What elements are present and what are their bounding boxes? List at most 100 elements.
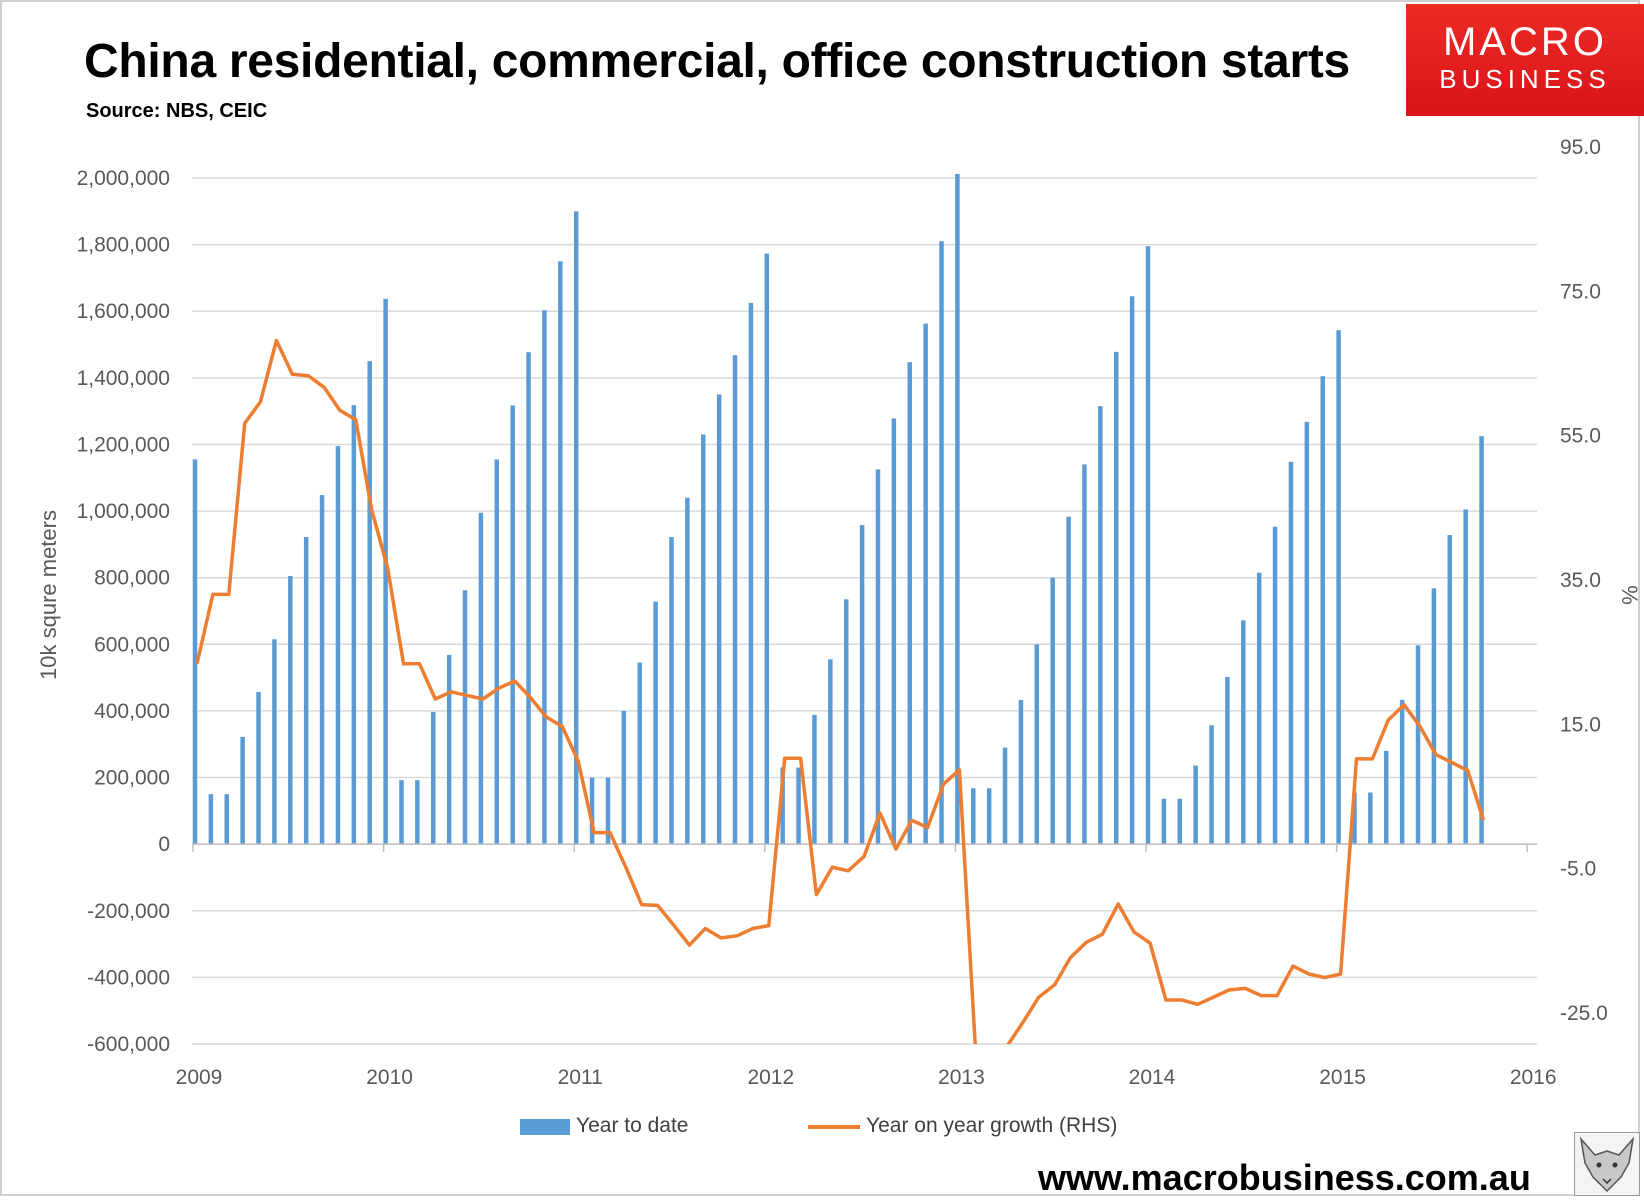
bar (335, 446, 341, 845)
bar (383, 298, 388, 845)
gridlines (192, 177, 1537, 1045)
x-tick-label: 2016 (1510, 1066, 1557, 1089)
bar (1225, 676, 1230, 845)
bar (1034, 644, 1040, 845)
bar (208, 794, 214, 845)
y-tick-label: -600,000 (87, 1033, 170, 1056)
bar (923, 323, 928, 845)
bar (986, 788, 992, 845)
bar (1209, 725, 1214, 845)
bar (1479, 436, 1484, 845)
bar (1193, 765, 1198, 845)
bar (288, 576, 293, 845)
y2-tick-label: 15.0 (1560, 713, 1601, 736)
bar (1272, 526, 1278, 845)
bars-series (192, 174, 1484, 845)
y-tick-label: 1,200,000 (77, 433, 170, 456)
bar (367, 361, 372, 845)
y-tick-label: 1,000,000 (77, 500, 170, 523)
bar (351, 405, 357, 845)
bar (192, 459, 198, 845)
bar (1050, 577, 1055, 845)
y-tick-label: 600,000 (94, 633, 170, 656)
bar (1098, 406, 1103, 845)
bar (1018, 699, 1024, 845)
bar (1431, 588, 1437, 845)
y2-tick-label: -5.0 (1560, 858, 1596, 881)
y2-tick-label: 35.0 (1560, 569, 1601, 592)
combo-chart: 2,000,000 1,800,000 1,600,000 1,400,000 1,20… (36, 136, 1642, 1089)
bar (1447, 535, 1453, 845)
x-tick-label: 2010 (366, 1066, 413, 1089)
legend-line-swatch (808, 1125, 860, 1129)
legend-bar-swatch (520, 1119, 570, 1135)
bar (1399, 699, 1405, 845)
bar (875, 469, 881, 845)
bar (1177, 798, 1183, 845)
bar (637, 662, 642, 845)
bar (272, 639, 277, 845)
bar (812, 714, 817, 845)
y-axis-label: 10k squre meters (36, 510, 61, 680)
bar (1463, 509, 1468, 845)
x-tick-label: 2011 (558, 1066, 603, 1089)
bar (1113, 351, 1119, 845)
y2-tick-label: -25.0 (1560, 1002, 1608, 1025)
bar (558, 261, 563, 845)
bar (510, 405, 515, 845)
bar (431, 711, 436, 845)
bar (542, 310, 547, 845)
x-tick-label: 2015 (1319, 1066, 1366, 1089)
macrobusiness-logo: MACRO BUSINESS (1406, 4, 1644, 116)
bar (828, 659, 833, 845)
legend-line-label: Year on year growth (RHS) (866, 1114, 1118, 1137)
axes (192, 843, 1537, 853)
y2-tick-label: 95.0 (1560, 136, 1601, 159)
bar (415, 780, 420, 845)
logo-line1: MACRO (1443, 20, 1607, 64)
y2-tick-label: 55.0 (1560, 425, 1601, 448)
bar (843, 599, 849, 845)
bar (796, 767, 801, 845)
bar (399, 780, 404, 845)
x-tick-label: 2014 (1129, 1066, 1176, 1089)
y-tick-label: 400,000 (94, 700, 170, 723)
bar (1129, 296, 1135, 845)
y-tick-label: 1,600,000 (77, 300, 170, 323)
bar (1352, 792, 1357, 845)
line-series (195, 338, 1486, 1044)
bar (891, 418, 897, 845)
bar (971, 788, 976, 845)
bar (685, 497, 690, 845)
y-tick-label: 0 (158, 833, 170, 856)
bar (732, 355, 738, 845)
x-tick-label: 2013 (938, 1066, 985, 1089)
chart-title: China residential, commercial, office co… (84, 35, 1350, 88)
wolf-icon (1579, 1136, 1635, 1193)
y-tick-label: 800,000 (94, 567, 170, 590)
bar (1384, 750, 1389, 845)
left-tick-labels: 2,000,000 1,800,000 1,600,000 1,400,000 1,20… (77, 167, 170, 1056)
bar (955, 174, 960, 845)
x-tick-label: 2012 (747, 1066, 794, 1089)
y-tick-label: 1,400,000 (77, 367, 170, 390)
bar (1415, 645, 1421, 845)
bar (1288, 461, 1294, 845)
bar (764, 253, 770, 845)
x-tick-label: 2009 (176, 1066, 223, 1089)
bar (462, 590, 468, 845)
bar (669, 537, 674, 845)
bar (1082, 464, 1087, 845)
bar (1241, 620, 1246, 845)
right-tick-labels: 95.0 75.0 55.0 35.0 15.0 -5.0 -25.0 (1560, 136, 1608, 1025)
bar (303, 537, 309, 845)
bar (701, 434, 706, 845)
bar (1336, 330, 1341, 845)
bar (319, 495, 325, 845)
bar (446, 654, 452, 845)
y-tick-label: -200,000 (87, 900, 170, 923)
bar (1145, 246, 1151, 845)
bar (716, 394, 722, 845)
y2-tick-label: 75.0 (1560, 280, 1601, 303)
